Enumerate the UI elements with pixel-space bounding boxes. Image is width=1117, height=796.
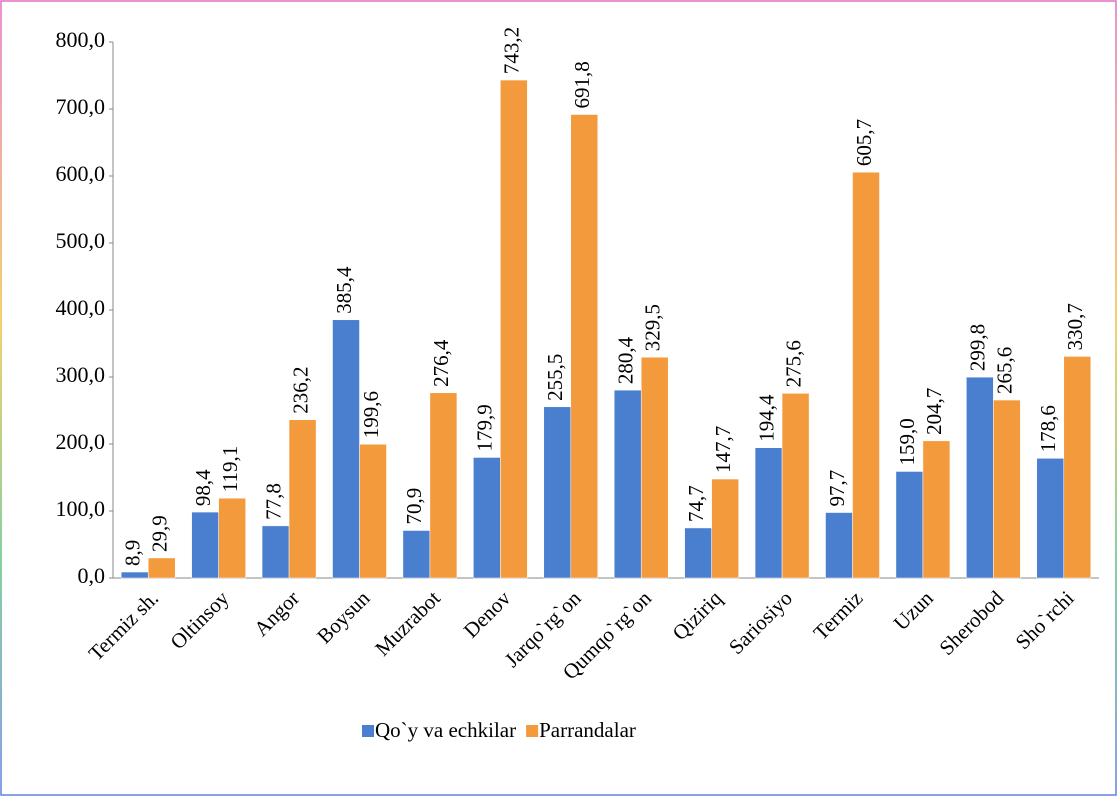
y-tick-label: 0,0	[78, 563, 106, 588]
data-label: 29,9	[148, 515, 172, 552]
y-tick-label: 100,0	[56, 496, 106, 521]
y-tick-label: 800,0	[56, 27, 106, 52]
x-tick-label: Angor	[249, 586, 304, 641]
x-tick-label: Termiz sh.	[84, 586, 163, 665]
y-tick-label: 200,0	[56, 429, 106, 454]
x-tick-label: Oltinsoy	[165, 586, 233, 654]
y-tick-label: 400,0	[56, 295, 106, 320]
y-tick-label: 700,0	[56, 94, 106, 119]
bar	[218, 497, 246, 579]
bar	[966, 376, 994, 579]
bar	[191, 511, 219, 579]
data-label: 330,7	[1063, 303, 1087, 350]
data-label: 179,9	[473, 404, 497, 451]
bar	[895, 471, 924, 579]
bar	[1063, 356, 1092, 579]
data-label: 276,4	[429, 339, 453, 387]
data-label: 77,8	[261, 483, 285, 520]
data-label: 98,4	[191, 469, 215, 506]
legend-label: Parrandalar	[539, 718, 636, 742]
x-tick-label: Qiziriq	[668, 586, 727, 645]
data-label: 255,5	[543, 354, 567, 401]
bar	[261, 525, 290, 579]
x-tick-label: Uzun	[889, 586, 938, 635]
x-tick-label: Denov	[459, 586, 516, 643]
data-label: 329,5	[641, 304, 665, 351]
data-label: 74,7	[684, 485, 708, 522]
data-label: 691,8	[570, 61, 594, 108]
data-label: 199,6	[359, 391, 383, 438]
data-label: 743,2	[500, 27, 524, 74]
data-label: 147,7	[711, 426, 735, 473]
bar	[825, 512, 853, 579]
data-label: 97,7	[825, 470, 849, 507]
x-tick-label: Sherobod	[934, 586, 1008, 660]
data-label: 236,2	[288, 366, 312, 413]
bar	[288, 419, 317, 579]
data-label: 8,9	[121, 540, 145, 566]
data-label: 194,4	[754, 394, 778, 442]
bar	[147, 557, 176, 579]
bar	[402, 530, 431, 579]
legend-swatch	[362, 725, 374, 737]
data-label: 119,1	[218, 446, 242, 492]
bar	[359, 444, 387, 579]
data-label: 204,7	[922, 388, 946, 435]
data-label: 70,9	[402, 488, 426, 525]
y-tick-label: 500,0	[56, 228, 106, 253]
data-label: 299,8	[966, 324, 990, 371]
data-label: 275,6	[781, 340, 805, 387]
bar	[684, 527, 712, 579]
x-tick-label: Sho`rchi	[1011, 586, 1079, 654]
data-label: 385,4	[332, 266, 356, 314]
bar	[473, 457, 501, 579]
bar	[711, 478, 739, 579]
bar	[429, 392, 458, 579]
bar	[781, 393, 810, 579]
bar	[543, 406, 572, 579]
bar	[852, 171, 880, 579]
data-label: 178,6	[1036, 405, 1060, 452]
data-label: 159,0	[895, 418, 919, 465]
bar	[500, 79, 528, 579]
legend-swatch	[526, 725, 539, 737]
bar	[120, 571, 149, 579]
bar	[570, 114, 599, 579]
bar	[1036, 458, 1065, 579]
x-tick-label: Sariosiyo	[724, 586, 797, 659]
bar	[640, 356, 669, 579]
data-label: 280,4	[614, 336, 638, 384]
x-tick-label: Muzrabot	[370, 586, 445, 661]
legend-label: Qo`y va echkilar	[375, 718, 516, 742]
x-tick-label: Termiz	[809, 586, 868, 645]
bar	[613, 389, 642, 579]
data-label: 605,7	[852, 119, 876, 166]
bar	[332, 319, 360, 579]
x-tick-label: Boysun	[312, 586, 375, 649]
y-tick-label: 300,0	[56, 362, 106, 387]
data-label: 265,6	[993, 347, 1017, 394]
bar	[993, 399, 1021, 579]
y-tick-label: 600,0	[56, 161, 106, 186]
bar	[754, 447, 783, 579]
bar	[922, 440, 951, 579]
